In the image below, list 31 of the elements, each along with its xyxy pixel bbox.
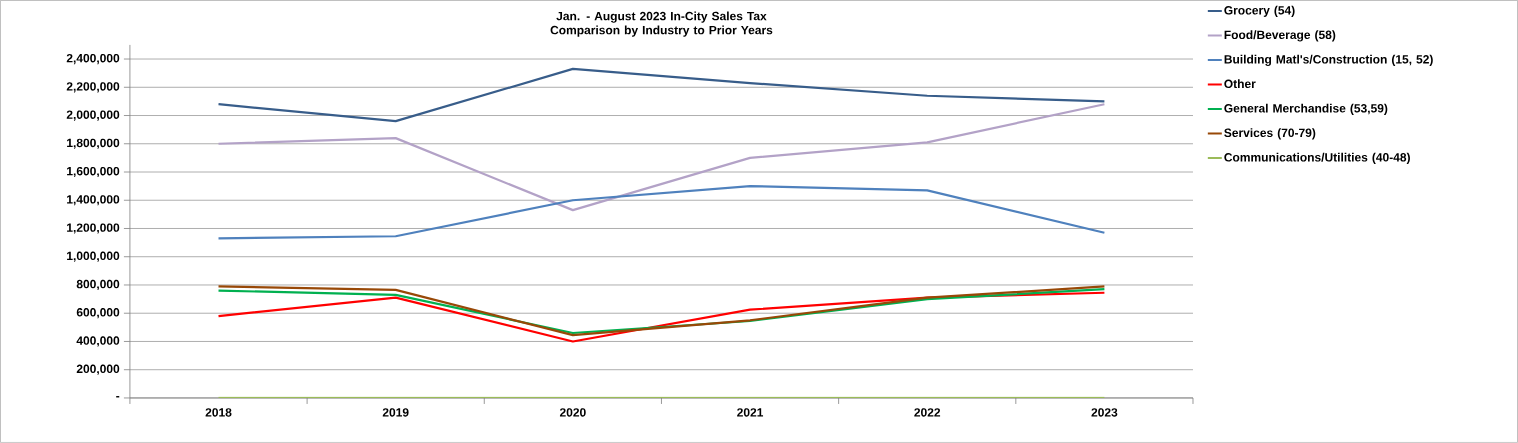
x-tick-label: 2022 <box>914 408 941 417</box>
chart-title: Jan. - August 2023 In-City Sales Tax Comparison by Industry to Prior Years <box>550 11 773 37</box>
y-tick-label: 200,000 <box>76 364 120 375</box>
y-tick-label: - <box>116 396 120 398</box>
y-tick-label: 2,000,000 <box>66 110 120 121</box>
legend-label: General Merchandise (53,59) <box>1224 103 1388 115</box>
line-series <box>217 103 1106 212</box>
y-tick-label: 2,200,000 <box>66 82 120 93</box>
legend-label: Building Matl's/Construction (15, 52) <box>1224 54 1433 67</box>
x-tick-label: 2021 <box>737 408 764 417</box>
y-tick-label: 2,400,000 <box>66 53 120 65</box>
legend-label: Communications/Utilities (40-48) <box>1224 152 1410 164</box>
legend-label: Services (70-79) <box>1224 128 1316 140</box>
y-tick-label: 1,000,000 <box>67 251 120 262</box>
y-tick-label: 800,000 <box>76 279 120 291</box>
legend-label: Other <box>1224 79 1256 89</box>
y-tick-label: 400,000 <box>76 336 120 347</box>
line-series <box>217 185 1106 240</box>
line-series <box>217 291 1106 343</box>
y-tick-label: 1,200,000 <box>67 223 120 234</box>
legend-label: Food/Beverage (58) <box>1224 30 1336 42</box>
x-tick-label: 2019 <box>382 408 409 417</box>
x-tick-label: 2023 <box>1091 408 1118 417</box>
y-tick-label: 1,600,000 <box>67 166 120 178</box>
y-tick-label: 600,000 <box>76 308 120 319</box>
line-series <box>217 67 1106 123</box>
legend-label: Grocery (54) <box>1224 5 1295 17</box>
x-tick-label: 2018 <box>205 408 232 417</box>
x-tick-label: 2020 <box>559 408 586 417</box>
y-tick-label: 1,400,000 <box>67 195 120 206</box>
y-tick-label: 1,800,000 <box>67 138 120 149</box>
